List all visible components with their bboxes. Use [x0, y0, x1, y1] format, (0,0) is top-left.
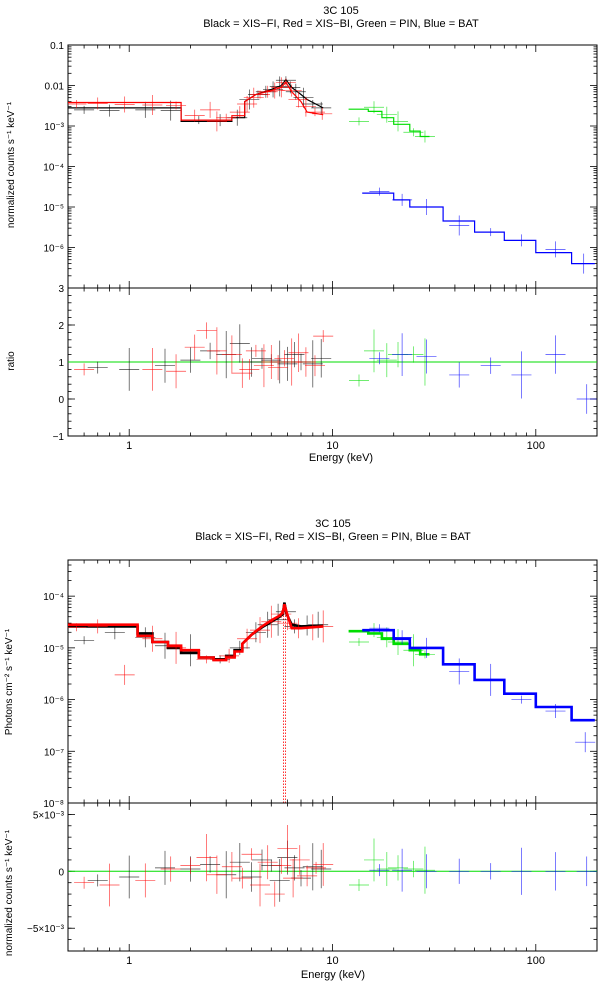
chart2-top-ytick-label: 10⁻⁶ — [43, 696, 64, 707]
chart1-top-ytick-label: 10⁻⁴ — [43, 163, 64, 174]
chart1-bottom-ytick-label: 3 — [58, 284, 64, 295]
chart1-bottom-ytick-label: 0 — [58, 395, 64, 406]
chart2-top-ytick-label: 10⁻⁷ — [44, 747, 64, 758]
chart1-ratio-panel: 1 10 100 −1 0 1 2 3 — [53, 284, 598, 452]
chart1-top-plot-area — [68, 76, 595, 274]
chart1-top-ytick-label: 0.1 — [50, 41, 64, 52]
chart1-bottom-plot-area — [68, 322, 597, 414]
chart1-bottom-xtick-label: 1 — [126, 440, 132, 452]
chart2-bottom-ytick-label: 0 — [58, 867, 64, 878]
chart1-top-series-xis-bi-model — [68, 81, 324, 121]
chart2-bottom-ytick-label: 5×10⁻³ — [33, 810, 65, 821]
chart2-top-ytick-label: 10⁻⁴ — [43, 592, 64, 603]
chart1-subtitle: Black = XIS−FI, Red = XIS−BI, Green = PI… — [203, 18, 479, 30]
chart1-top-ytick-label: 10⁻⁶ — [43, 244, 64, 255]
chart2-bottom-frame — [67, 802, 598, 952]
chart1-top-frame — [67, 44, 598, 289]
chart1-bottom-ylabel: ratio — [6, 351, 17, 371]
chart1-bottom-xtick-label: 100 — [527, 440, 545, 452]
chart2-bottom-ylabel: normalized counts s⁻¹ keV⁻¹ — [4, 829, 15, 956]
chart2-top-series-xis-bi-model — [68, 603, 324, 662]
chart2-top-ytick-label: 10⁻⁵ — [43, 644, 64, 655]
chart1-top-ytick-label: 0.01 — [45, 82, 65, 93]
chart2-title: 3C 105 — [315, 518, 350, 530]
chart2-top-series-pin-model — [348, 629, 430, 656]
chart1-xlabel: Energy (keV) — [309, 452, 373, 464]
chart1-bottom-ytick-label: 1 — [58, 358, 64, 369]
chart2-top-ylabel: Photons cm⁻² s⁻¹ keV⁻¹ — [4, 628, 15, 735]
chart1-spectrum-panel: 0.1 0.01 10⁻³ 10⁻⁴ 10⁻⁵ 10⁻⁶ — [43, 41, 598, 289]
chart2-bottom-xtick-label: 1 — [126, 955, 132, 967]
chart1-top-ylabel: normalized counts s⁻¹ keV⁻¹ — [6, 101, 17, 228]
chart1-top-series-bat-model — [362, 192, 595, 265]
chart2-top-frame — [67, 559, 598, 804]
chart2-bottom-xtick-label: 100 — [527, 955, 545, 967]
chart2-bottom-plot-area — [68, 824, 597, 907]
chart2-top-ytick-label: 10⁻⁸ — [43, 799, 64, 810]
chart2-bottom-ytick-label: −5×10⁻³ — [27, 924, 65, 935]
chart1-title: 3C 105 — [323, 5, 358, 17]
chart2-residual-panel: 1 10 100 5×10⁻³ 0 −5×10⁻³ — [27, 802, 598, 967]
chart1-bottom-ytick-label: 2 — [58, 321, 64, 332]
chart2-top-series-bat-model — [362, 628, 595, 722]
chart2-subtitle: Black = XIS−FI, Red = XIS−BI, Green = PI… — [195, 531, 471, 543]
chart2-top-plot-area — [68, 602, 596, 803]
chart1-top-series-xis-fi-model — [68, 78, 324, 122]
chart2-xlabel: Energy (keV) — [301, 969, 365, 981]
chart2-bottom-xtick-label: 10 — [326, 955, 338, 967]
chart1-bottom-ytick-label: −1 — [53, 432, 65, 443]
chart1-top-ytick-label: 10⁻⁵ — [43, 203, 64, 214]
chart1-bottom-xtick-label: 10 — [326, 440, 338, 452]
chart1-top-ytick-label: 10⁻³ — [44, 122, 64, 133]
chart2-spectrum-panel: 10⁻⁴ 10⁻⁵ 10⁻⁶ 10⁻⁷ 10⁻⁸ — [43, 559, 598, 810]
